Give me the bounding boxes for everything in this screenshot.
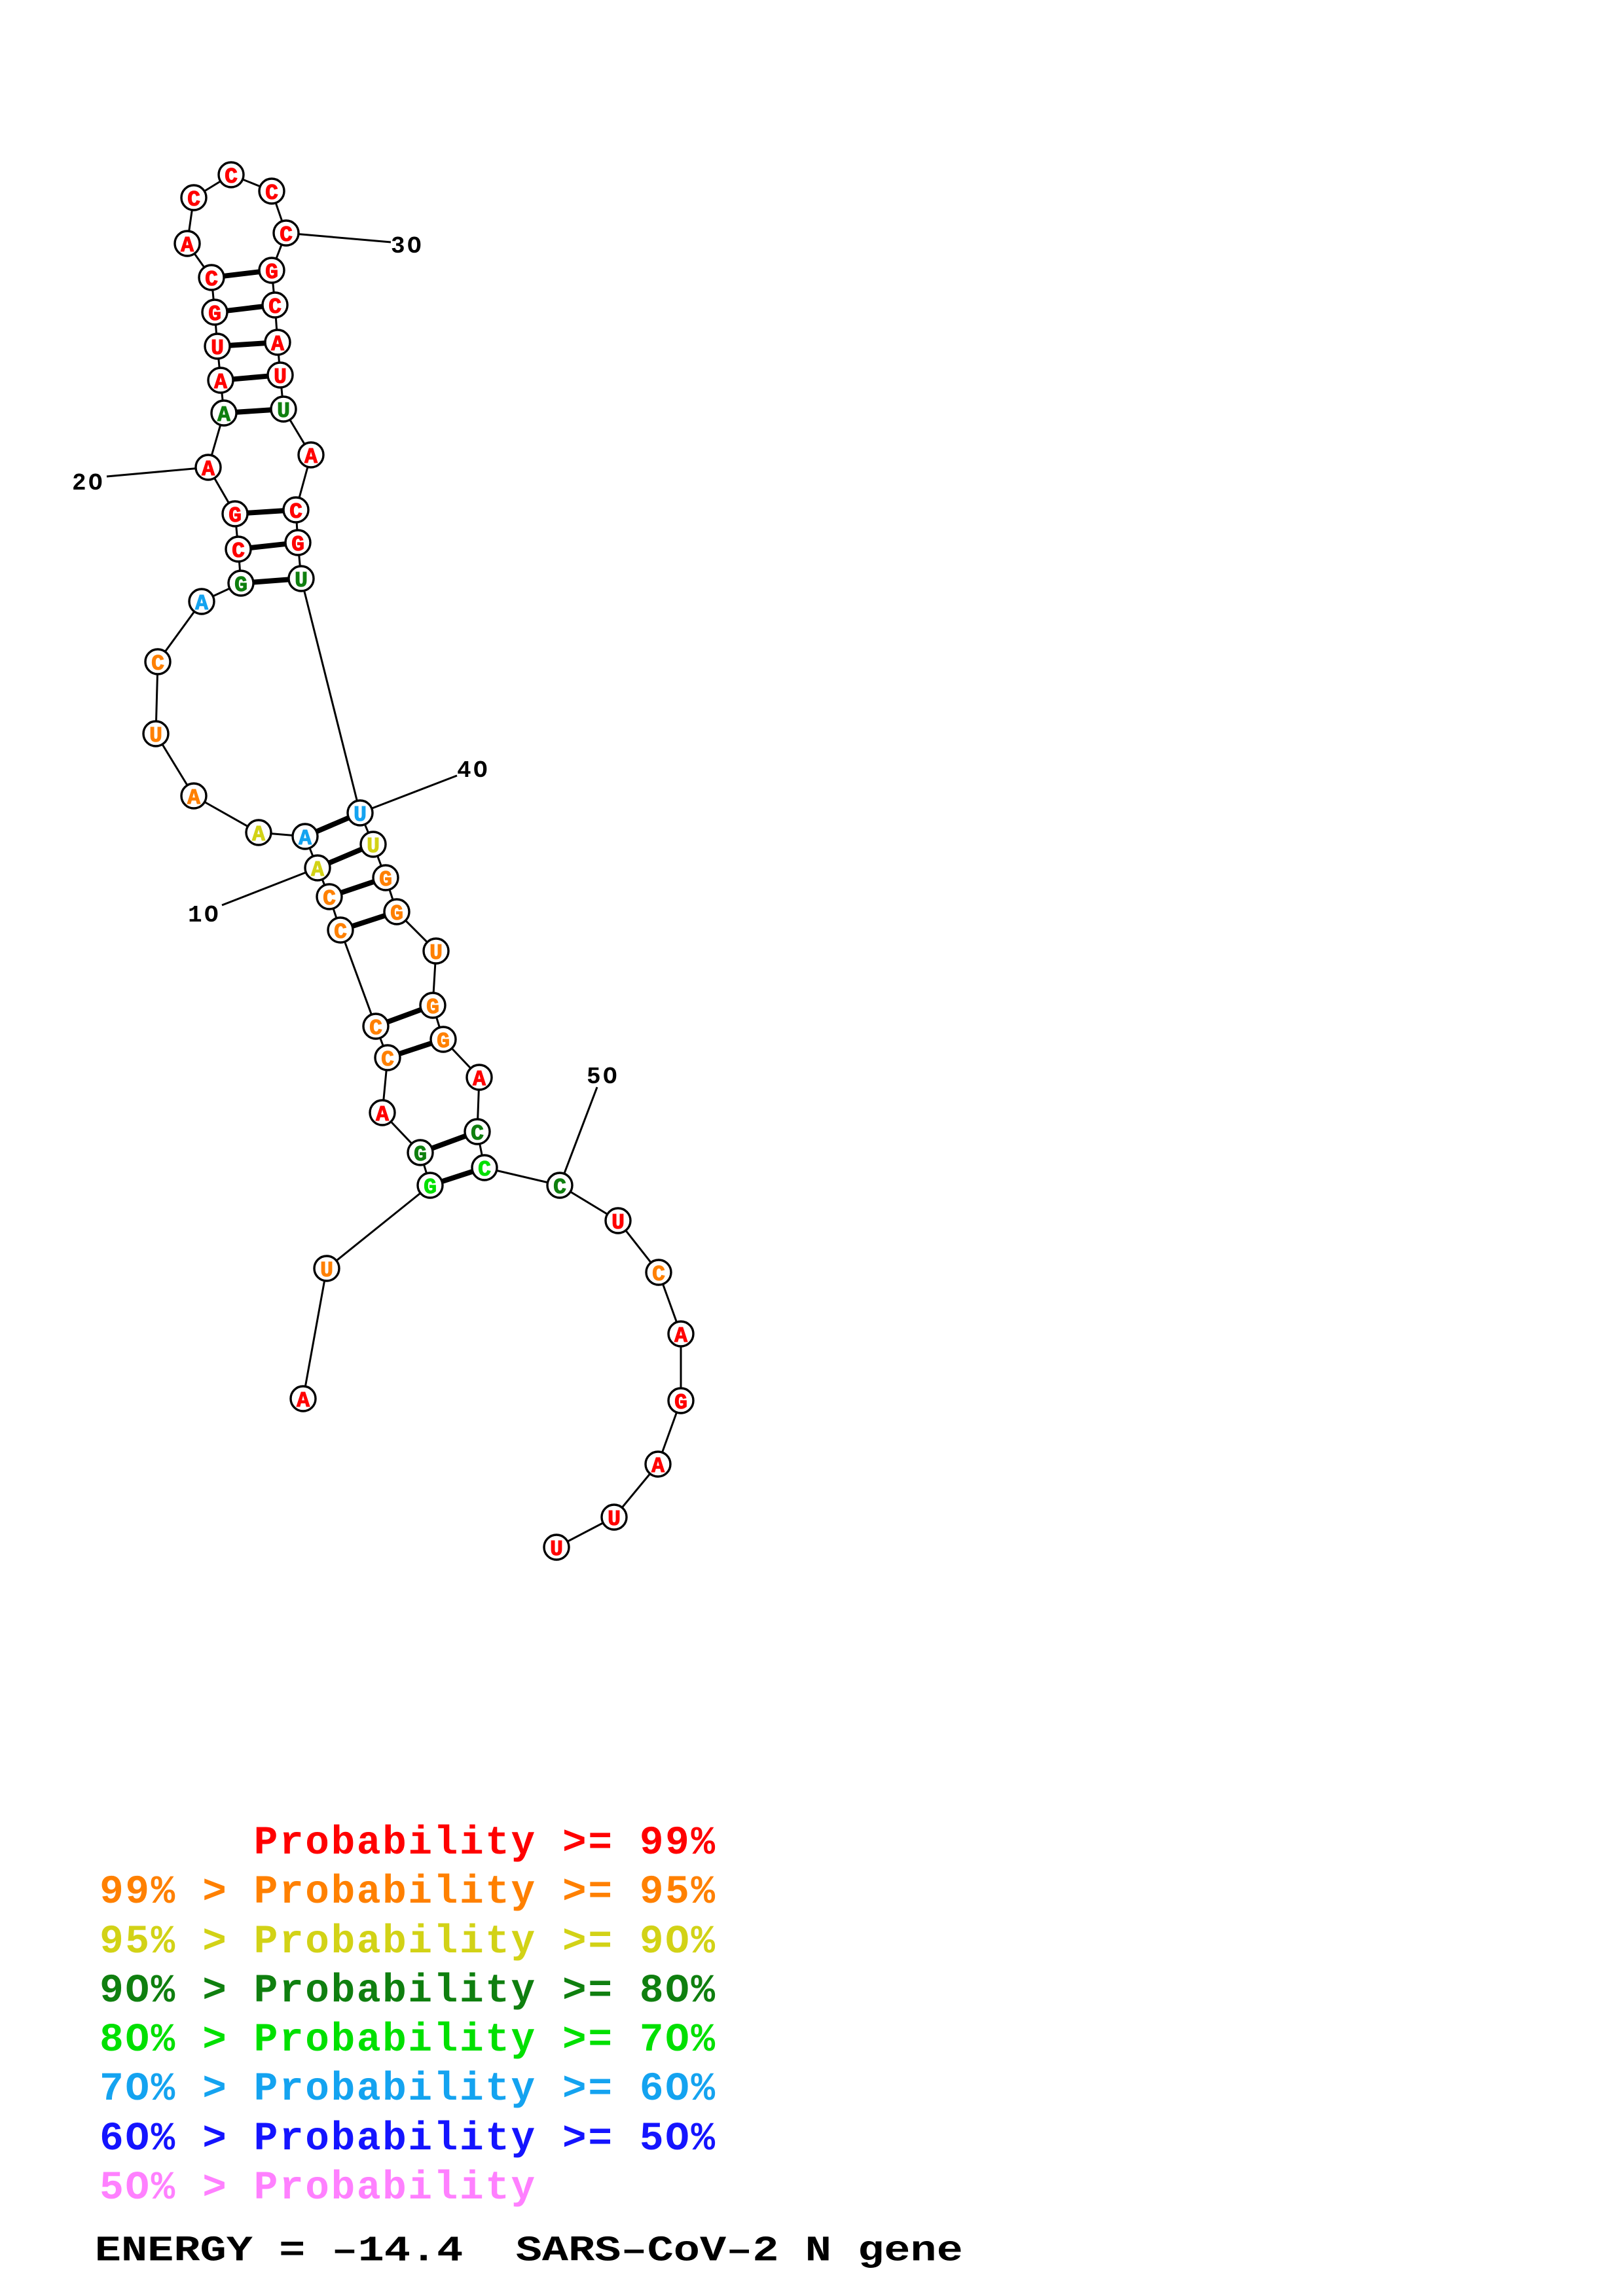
svg-text:C: C	[334, 920, 347, 944]
svg-text:C: C	[232, 539, 245, 564]
svg-text:G: G	[291, 533, 304, 557]
svg-text:U: U	[611, 1211, 625, 1235]
svg-text:5O: 5O	[587, 1064, 619, 1090]
svg-text:A: A	[473, 1067, 486, 1092]
svg-text:A: A	[271, 332, 284, 357]
svg-text:3O: 3O	[391, 233, 424, 260]
svg-text:G: G	[265, 260, 278, 285]
svg-text:G: G	[437, 1030, 450, 1054]
svg-text:G: G	[424, 1175, 437, 1200]
svg-text:A: A	[187, 786, 200, 810]
svg-text:C: C	[225, 165, 238, 189]
svg-text:8O% > Probability >= 7O%: 8O% > Probability >= 7O%	[100, 2018, 717, 2063]
svg-text:U: U	[608, 1507, 621, 1532]
svg-text:U: U	[320, 1259, 333, 1283]
svg-text:C: C	[205, 268, 218, 292]
svg-text:C: C	[323, 887, 336, 911]
svg-text:A: A	[674, 1324, 687, 1348]
svg-text:G: G	[208, 302, 221, 327]
svg-text:U: U	[149, 724, 162, 748]
svg-text:5O% > Probability: 5O% > Probability	[100, 2166, 537, 2211]
svg-text:C: C	[652, 1263, 665, 1287]
svg-text:G: G	[390, 902, 403, 926]
svg-text:G: G	[414, 1143, 427, 1167]
svg-text:C: C	[187, 188, 200, 212]
svg-text:A: A	[214, 370, 227, 395]
svg-text:A: A	[304, 445, 318, 469]
svg-text:C: C	[268, 295, 282, 319]
svg-text:7O% > Probability >= 6O%: 7O% > Probability >= 6O%	[100, 2067, 717, 2112]
svg-text:C: C	[369, 1016, 382, 1041]
svg-text:G: G	[228, 504, 242, 528]
svg-text:U: U	[274, 365, 287, 389]
svg-text:A: A	[311, 858, 324, 882]
svg-text:A: A	[297, 1389, 310, 1413]
svg-text:4O: 4O	[457, 757, 490, 784]
svg-text:U: U	[550, 1537, 563, 1562]
svg-text:ENERGY = –14.4 SARS–CoV–2 N g: ENERGY = –14.4 SARS–CoV–2 N gene	[95, 2231, 963, 2272]
svg-text:A: A	[252, 823, 265, 847]
svg-text:U: U	[295, 569, 308, 593]
svg-text:A: A	[181, 234, 194, 258]
svg-text:U: U	[429, 941, 443, 965]
svg-text:1O: 1O	[188, 902, 221, 929]
svg-text:U: U	[277, 399, 290, 423]
svg-text:G: G	[234, 573, 247, 598]
svg-text:99% > Probability >= 95%: 99% > Probability >= 95%	[100, 1870, 717, 1915]
svg-text:C: C	[381, 1048, 394, 1072]
svg-text:U: U	[354, 803, 367, 827]
svg-text:A: A	[651, 1454, 665, 1479]
svg-text:G: G	[379, 868, 392, 892]
svg-text:A: A	[195, 592, 208, 616]
svg-text:C: C	[265, 181, 278, 206]
svg-text:G: G	[674, 1391, 687, 1415]
svg-text:C: C	[478, 1158, 491, 1182]
svg-text:Probability >= 99%: Probability >= 99%	[100, 1821, 717, 1866]
svg-text:9O% > Probability >= 8O%: 9O% > Probability >= 8O%	[100, 1969, 717, 2014]
svg-text:A: A	[376, 1103, 389, 1127]
svg-text:6O% > Probability >= 5O%: 6O% > Probability >= 5O%	[100, 2117, 717, 2162]
svg-text:U: U	[211, 336, 224, 361]
svg-text:A: A	[202, 457, 215, 482]
svg-text:C: C	[471, 1122, 484, 1146]
svg-text:U: U	[367, 834, 380, 859]
svg-text:A: A	[217, 403, 230, 427]
svg-text:C: C	[289, 500, 302, 524]
svg-text:A: A	[299, 827, 312, 851]
svg-text:C: C	[280, 223, 293, 247]
svg-text:C: C	[151, 652, 164, 676]
svg-text:G: G	[426, 996, 439, 1020]
svg-text:95% > Probability >= 9O%: 95% > Probability >= 9O%	[100, 1920, 717, 1965]
svg-text:C: C	[553, 1175, 566, 1200]
svg-text:2O: 2O	[72, 470, 105, 497]
